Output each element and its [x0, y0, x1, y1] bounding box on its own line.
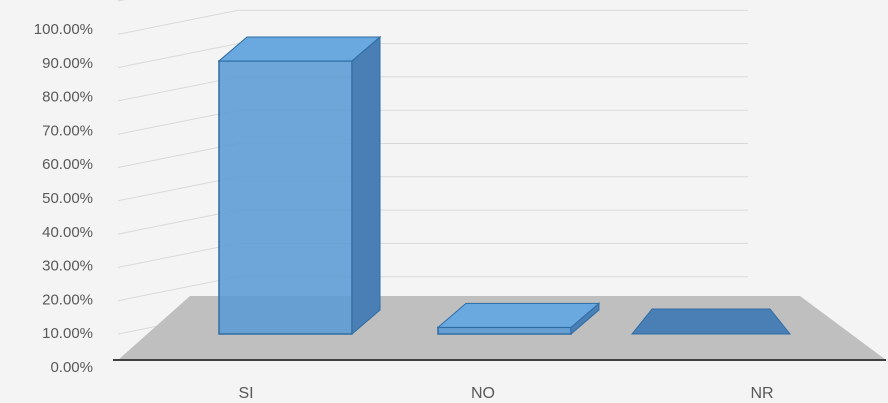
gridline-depth	[117, 176, 239, 202]
bar-front	[218, 60, 353, 335]
gridline-depth	[117, 9, 239, 35]
y-tick-label: 40.00%	[42, 224, 93, 241]
gridline-depth	[117, 276, 239, 302]
bar-side	[351, 35, 381, 336]
y-tick-label: 70.00%	[42, 122, 93, 139]
bar-si	[217, 35, 382, 336]
y-tick-label: 60.00%	[42, 156, 93, 173]
y-tick-label: 0.00%	[50, 359, 93, 376]
gridline-depth	[117, 109, 239, 135]
bars	[217, 35, 792, 336]
y-tick-label: 20.00%	[42, 291, 93, 308]
y-tick-label: 90.00%	[42, 55, 93, 72]
x-category-label: NO	[471, 385, 495, 402]
bar-no	[436, 302, 601, 336]
bar-front	[437, 326, 572, 335]
y-tick-label: 80.00%	[42, 89, 93, 106]
axis: 0.00% 10.00% 20.00% 30.00% 40.00% 50.00% 60.00…	[34, 21, 886, 402]
gridline-depth	[117, 43, 239, 69]
gridline-depth	[117, 76, 239, 102]
y-tick-label: 10.00%	[42, 325, 93, 342]
bar-top	[436, 302, 601, 328]
y-tick-label: 30.00%	[42, 258, 93, 275]
y-tick-label: 100.00%	[34, 21, 93, 38]
x-category-label: SI	[238, 385, 253, 402]
gridline-depth	[117, 209, 239, 235]
back-wall	[117, 0, 748, 335]
bar-flat	[630, 308, 792, 335]
gridline-depth	[117, 143, 239, 168]
gridline-depth	[117, 0, 126, 2]
bar-top	[217, 36, 382, 62]
gridline-depth	[117, 242, 239, 268]
y-tick-label: 50.00%	[42, 190, 93, 207]
bar-nr	[630, 308, 792, 335]
x-category-label: NR	[750, 385, 773, 402]
